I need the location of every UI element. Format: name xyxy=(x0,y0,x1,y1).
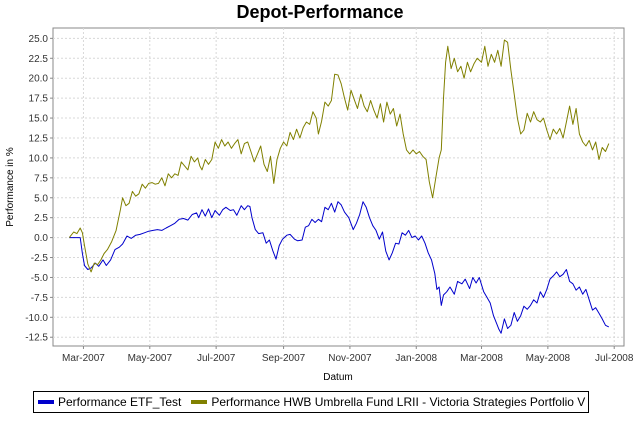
y-tick-label: -2.5 xyxy=(31,253,49,264)
series-line-1 xyxy=(69,201,610,334)
y-tick-label: 7.5 xyxy=(34,173,48,184)
x-tick-label: May-2008 xyxy=(526,353,571,364)
x-axis-ticks: Mar-2007 May-2007 Jul-2007 Sep-2007 Nov-2007… xyxy=(62,346,634,364)
y-tick-label: -5.0 xyxy=(31,273,49,284)
y-axis-label: Performance in % xyxy=(5,147,16,227)
y-tick-label: 15.0 xyxy=(29,114,49,125)
legend-swatch xyxy=(191,400,208,404)
y-tick-label: -12.5 xyxy=(25,333,48,344)
y-tick-label: 10.0 xyxy=(29,153,49,164)
plot-svg: 25.0 22.5 20.0 17.5 15.0 12.5 10.0 7.5 5.0 2.5 0.0… xyxy=(5,27,634,383)
y-tick-label: 17.5 xyxy=(29,94,49,105)
legend-item-2: Performance HWB Umbrella Fund LRII - Vic… xyxy=(191,395,585,409)
legend-swatch xyxy=(38,400,54,404)
y-tick-label: 2.5 xyxy=(34,213,48,224)
y-tick-label: -10.0 xyxy=(25,313,48,324)
y-tick-label: -7.5 xyxy=(31,293,49,304)
x-tick-label: Nov-2007 xyxy=(328,353,372,364)
x-tick-label: Mar-2008 xyxy=(460,353,503,364)
series-line-2 xyxy=(68,39,610,273)
x-tick-label: Jul-2008 xyxy=(595,353,634,364)
chart-title: Depot-Performance xyxy=(236,2,404,22)
legend-label: Performance HWB Umbrella Fund LRII - Vic… xyxy=(211,395,586,409)
legend-item-1: Performance ETF_Test xyxy=(38,395,181,409)
y-tick-label: 22.5 xyxy=(29,54,49,65)
y-tick-label: 5.0 xyxy=(34,193,48,204)
gridlines xyxy=(53,28,624,346)
y-tick-label: 20.0 xyxy=(29,74,49,85)
y-axis-ticks: 25.0 22.5 20.0 17.5 15.0 12.5 10.0 7.5 5.0 2.5 0.0… xyxy=(25,34,53,344)
legend-label: Performance ETF_Test xyxy=(58,395,182,409)
x-tick-label: Jul-2007 xyxy=(197,353,236,364)
series-lines xyxy=(68,39,610,334)
y-tick-label: 25.0 xyxy=(29,34,49,45)
x-axis-label: Datum xyxy=(323,372,352,383)
legend: Performance ETF_Test Performance HWB Umbr… xyxy=(33,391,589,413)
x-tick-label: Sep-2007 xyxy=(262,353,306,364)
plot-area xyxy=(52,27,625,347)
x-tick-label: May-2007 xyxy=(128,353,173,364)
y-tick-label: 0.0 xyxy=(34,233,48,244)
x-tick-label: Jan-2008 xyxy=(395,353,437,364)
x-tick-label: Mar-2007 xyxy=(62,353,105,364)
y-tick-label: 12.5 xyxy=(29,133,49,144)
